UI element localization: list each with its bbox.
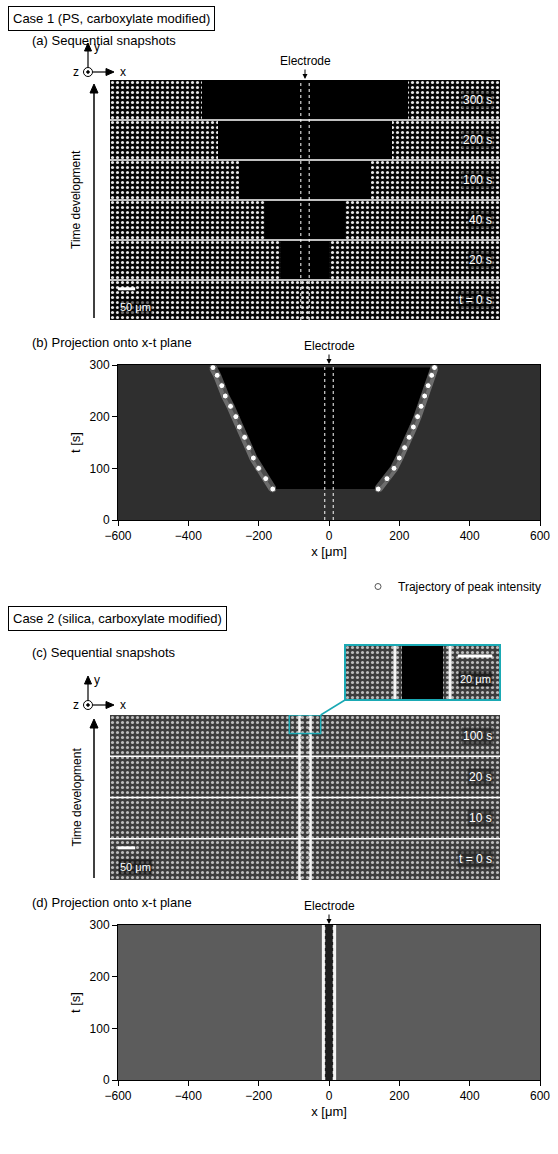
- svg-text:x: x: [120, 65, 126, 79]
- svg-text:200: 200: [90, 410, 110, 424]
- svg-text:Case 2 (silica, carboxylate mo: Case 2 (silica, carboxylate modified): [13, 611, 222, 626]
- svg-text:x [μm]: x [μm]: [311, 544, 347, 559]
- svg-text:100 s: 100 s: [463, 729, 492, 743]
- svg-text:300 s: 300 s: [463, 93, 492, 107]
- svg-text:x [μm]: x [μm]: [311, 1104, 347, 1119]
- svg-text:y: y: [94, 40, 100, 54]
- svg-text:Electrode: Electrode: [280, 54, 331, 68]
- svg-text:20 μm: 20 μm: [460, 673, 491, 685]
- svg-text:40 s: 40 s: [469, 213, 492, 227]
- svg-text:Time development: Time development: [70, 748, 84, 847]
- svg-text:300: 300: [90, 918, 110, 932]
- svg-text:300: 300: [90, 358, 110, 372]
- svg-text:50 μm: 50 μm: [120, 861, 151, 873]
- svg-text:−400: −400: [175, 1089, 202, 1103]
- svg-text:400: 400: [460, 1089, 480, 1103]
- svg-text:10 s: 10 s: [469, 811, 492, 825]
- svg-text:x: x: [120, 698, 126, 712]
- svg-text:100: 100: [90, 1022, 110, 1036]
- svg-text:600: 600: [530, 529, 550, 543]
- svg-text:−200: −200: [245, 529, 272, 543]
- svg-text:t = 0 s: t = 0 s: [459, 293, 492, 307]
- svg-text:t [s]: t [s]: [68, 432, 83, 453]
- svg-text:20 s: 20 s: [469, 770, 492, 784]
- svg-text:600: 600: [530, 1089, 550, 1103]
- svg-text:200: 200: [90, 970, 110, 984]
- svg-text:(b) Projection onto x-t plane: (b) Projection onto x-t plane: [32, 335, 192, 350]
- svg-text:0: 0: [103, 513, 110, 527]
- svg-text:200: 200: [389, 529, 409, 543]
- svg-text:(a) Sequential snapshots: (a) Sequential snapshots: [32, 33, 176, 48]
- svg-text:100 s: 100 s: [463, 173, 492, 187]
- svg-text:t = 0 s: t = 0 s: [459, 852, 492, 866]
- svg-text:200 s: 200 s: [463, 133, 492, 147]
- svg-text:400: 400: [460, 529, 480, 543]
- svg-text:z: z: [73, 65, 79, 79]
- svg-text:−400: −400: [175, 529, 202, 543]
- svg-text:100: 100: [90, 462, 110, 476]
- svg-text:y: y: [94, 673, 100, 687]
- svg-text:0: 0: [326, 529, 333, 543]
- svg-text:0: 0: [326, 1089, 333, 1103]
- svg-text:200: 200: [389, 1089, 409, 1103]
- svg-text:−600: −600: [104, 529, 131, 543]
- svg-text:−200: −200: [245, 1089, 272, 1103]
- svg-text:Case 1 (PS, carboxylate modifi: Case 1 (PS, carboxylate modified): [13, 11, 210, 26]
- svg-text:z: z: [73, 698, 79, 712]
- svg-text:Time development: Time development: [69, 150, 83, 249]
- svg-text:(d) Projection onto x-t plane: (d) Projection onto x-t plane: [32, 895, 192, 910]
- svg-text:0: 0: [103, 1073, 110, 1087]
- svg-text:50 μm: 50 μm: [120, 301, 151, 313]
- svg-text:Electrode: Electrode: [304, 339, 355, 353]
- svg-text:Electrode: Electrode: [304, 899, 355, 913]
- svg-text:t [s]: t [s]: [68, 992, 83, 1013]
- svg-text:(c) Sequential snapshots: (c) Sequential snapshots: [32, 645, 176, 660]
- svg-text:Trajectory of peak intensity: Trajectory of peak intensity: [398, 580, 541, 594]
- svg-text:−600: −600: [104, 1089, 131, 1103]
- svg-text:20 s: 20 s: [469, 253, 492, 267]
